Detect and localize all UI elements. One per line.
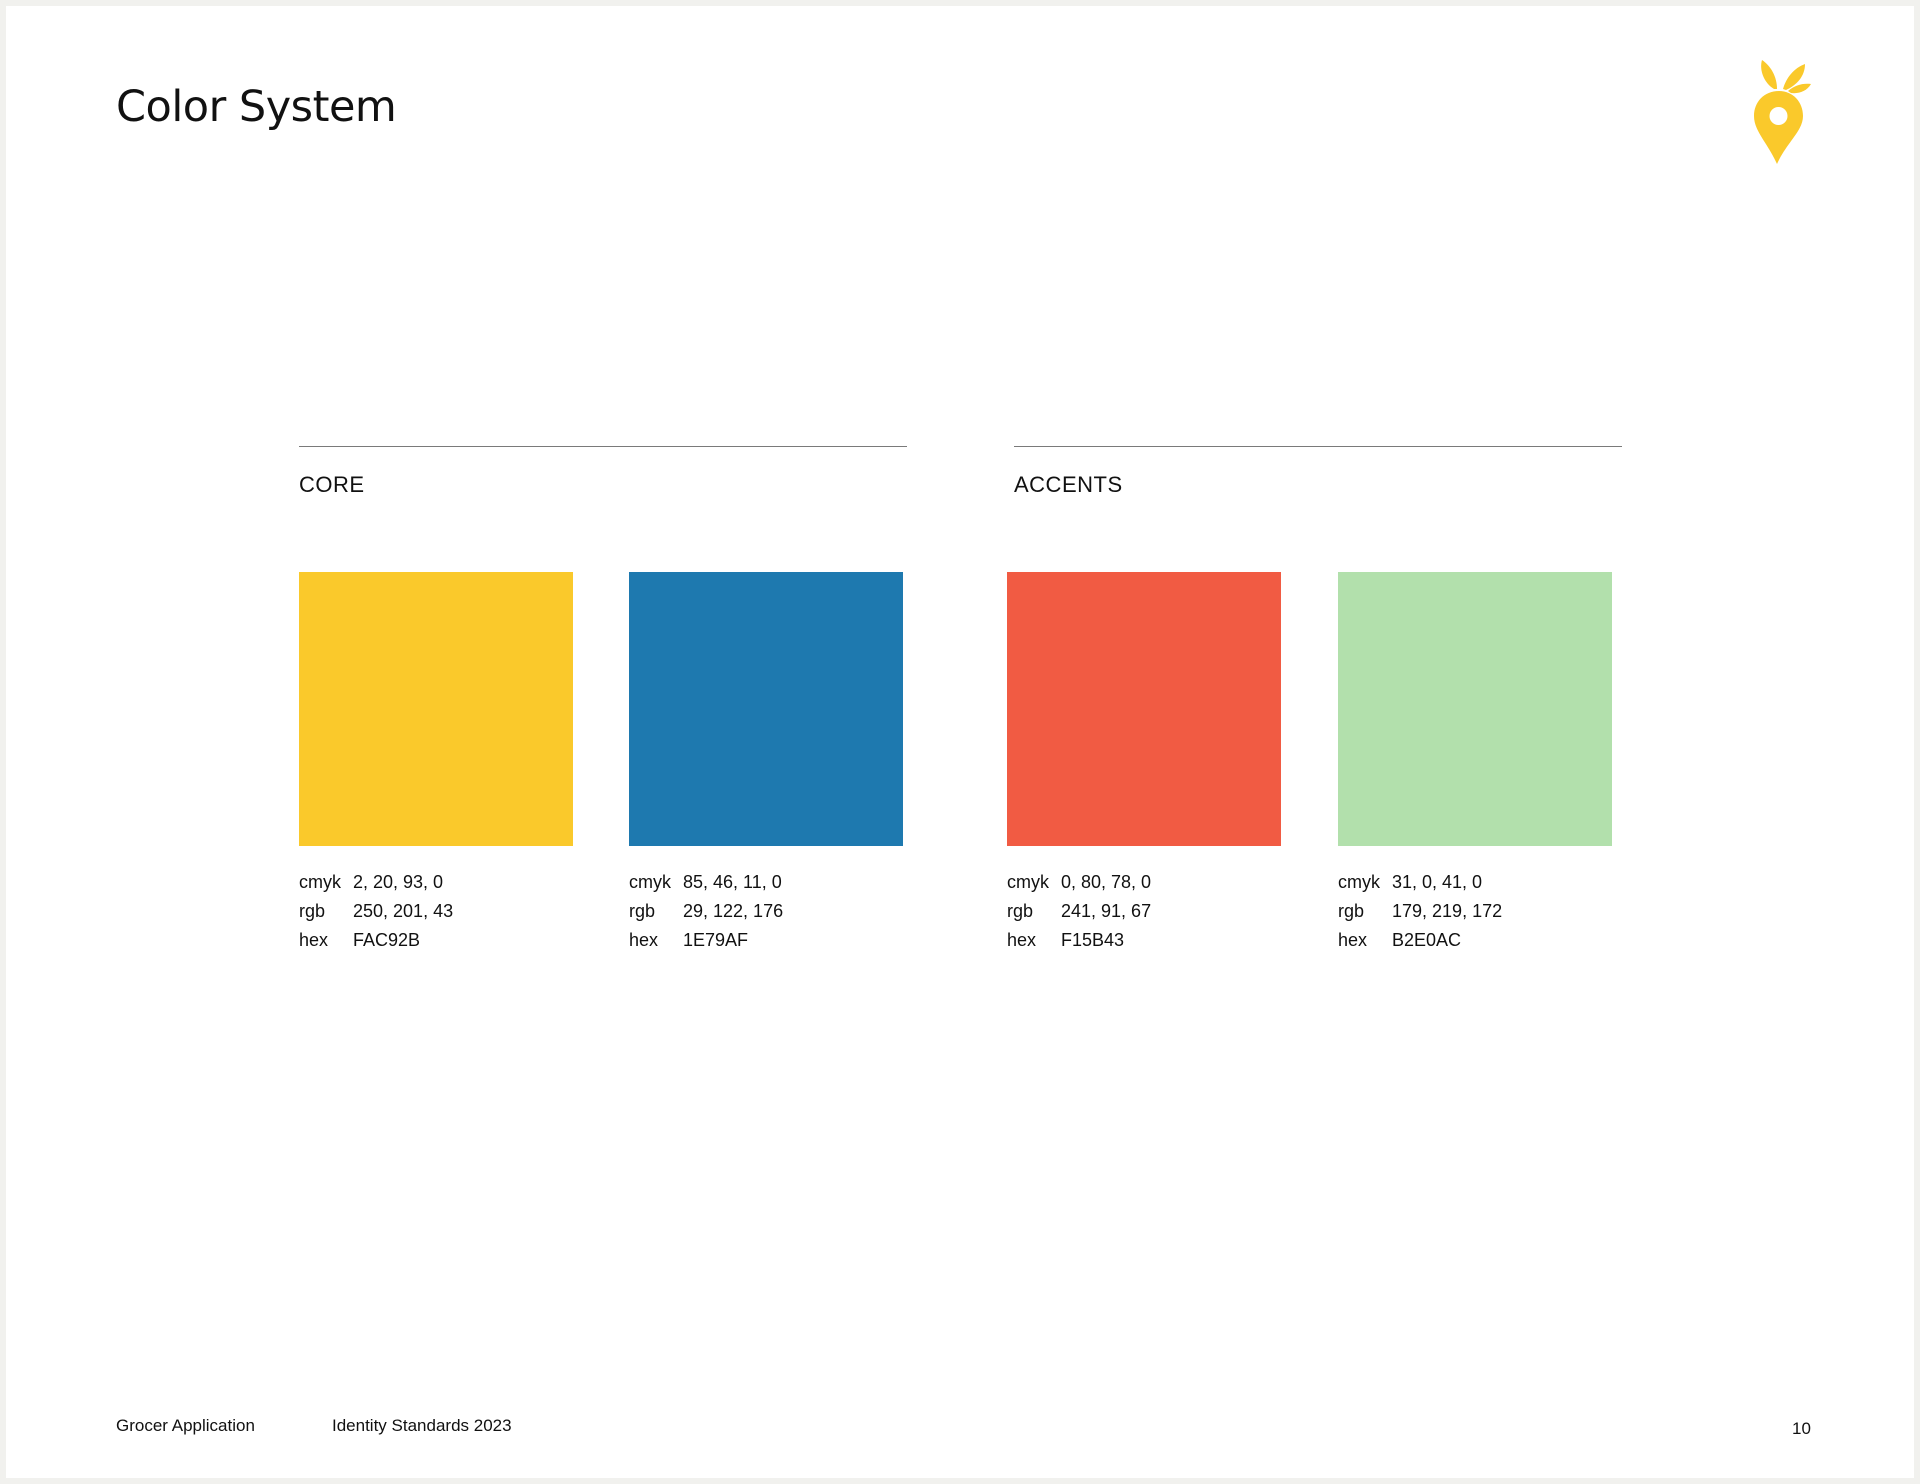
core-swatch-blue (629, 572, 903, 846)
hex-value: B2E0AC (1392, 930, 1462, 950)
core-swatch-blue-specs: cmyk 85, 46, 11, 0 rgb 29, 122, 176 hex 1E7… (629, 868, 783, 955)
accents-swatch-green-specs: cmyk 31, 0, 41, 0 rgb 179, 219, 172 hex B2E… (1338, 868, 1502, 955)
footer-document-name: Identity Standards 2023 (332, 1416, 512, 1435)
cmyk-value: 0, 80, 78, 0 (1061, 872, 1152, 892)
hex-value: F15B43 (1061, 930, 1125, 950)
rgb-label: rgb (1007, 901, 1034, 921)
page-number: 10 (1792, 1419, 1811, 1438)
hex-value: 1E79AF (683, 930, 749, 950)
rgb-label: rgb (299, 901, 326, 921)
footer-app-name: Grocer Application (116, 1416, 255, 1435)
rgb-value: 250, 201, 43 (353, 901, 454, 921)
cmyk-label: cmyk (299, 872, 341, 892)
accents-group-rule (1014, 446, 1622, 447)
accents-swatch-green (1338, 572, 1612, 846)
hex-label: hex (1338, 930, 1368, 950)
accents-swatch-red (1007, 572, 1281, 846)
hex-value: FAC92B (353, 930, 421, 950)
core-group-rule (299, 446, 907, 447)
hex-label: hex (1007, 930, 1037, 950)
accents-swatch-red-specs: cmyk 0, 80, 78, 0 rgb 241, 91, 67 hex F15B4… (1007, 868, 1151, 955)
cmyk-value: 31, 0, 41, 0 (1392, 872, 1483, 892)
core-swatch-yellow (299, 572, 573, 846)
page-title: Color System (116, 82, 397, 132)
cmyk-label: cmyk (629, 872, 671, 892)
cmyk-label: cmyk (1338, 872, 1380, 892)
rgb-label: rgb (1338, 901, 1365, 921)
hex-label: hex (629, 930, 659, 950)
cmyk-value: 85, 46, 11, 0 (683, 872, 782, 892)
rgb-value: 179, 219, 172 (1392, 901, 1503, 921)
document-page: Color System CORE cmyk 2, 20, 93, 0 rgb 25… (6, 6, 1914, 1478)
core-group-label: CORE (299, 472, 365, 497)
rgb-value: 29, 122, 176 (683, 901, 784, 921)
accents-group-label: ACCENTS (1014, 472, 1123, 497)
rgb-label: rgb (629, 901, 656, 921)
cmyk-label: cmyk (1007, 872, 1049, 892)
hex-label: hex (299, 930, 329, 950)
cmyk-value: 2, 20, 93, 0 (353, 872, 444, 892)
carrot-location-pin-icon (1754, 60, 1811, 164)
core-swatch-yellow-specs: cmyk 2, 20, 93, 0 rgb 250, 201, 43 hex FAC9… (299, 868, 453, 955)
rgb-value: 241, 91, 67 (1061, 901, 1152, 921)
